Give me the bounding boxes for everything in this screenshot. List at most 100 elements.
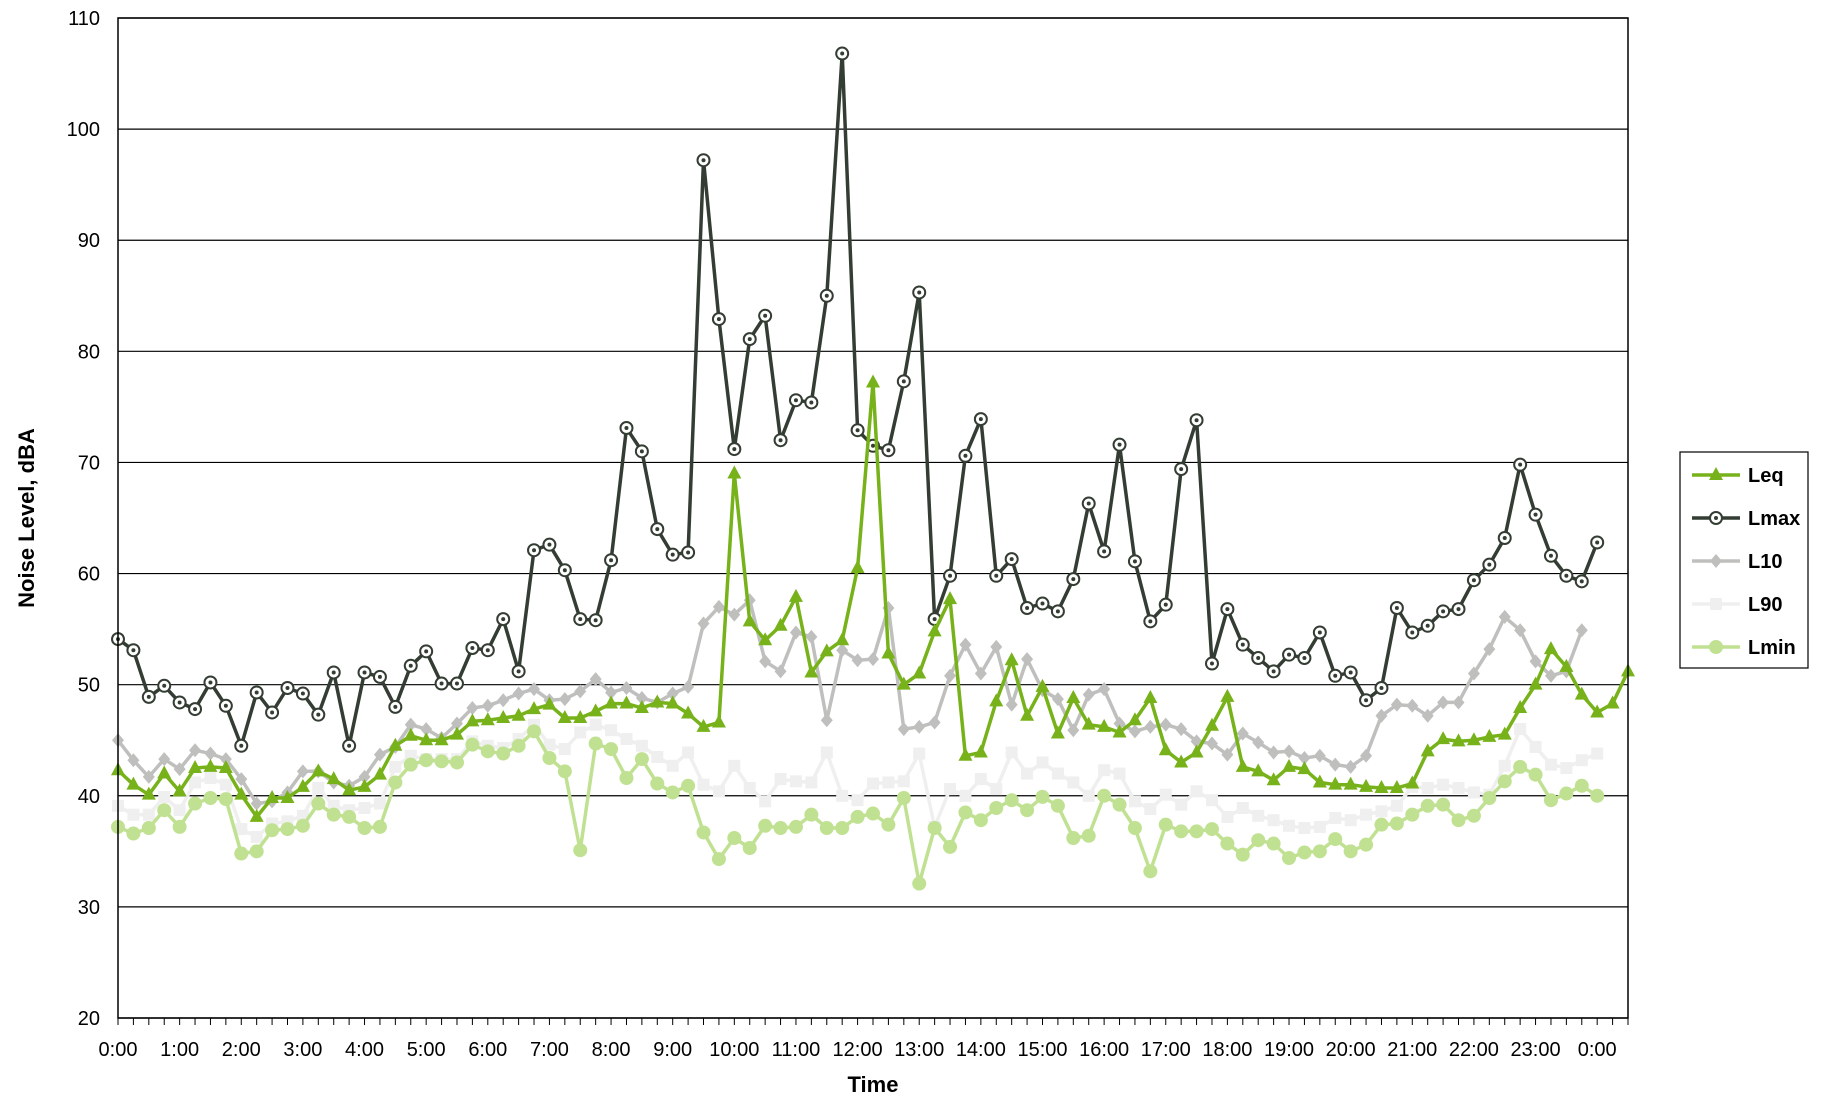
data-point-leq — [449, 726, 464, 740]
data-point-lmin — [1436, 797, 1451, 812]
data-point-l10 — [928, 715, 941, 730]
data-point-leq — [326, 771, 341, 785]
data-point-l90 — [1021, 767, 1034, 780]
data-point-leq — [496, 710, 511, 723]
data-point-lmin — [650, 776, 665, 791]
data-point-center — [532, 548, 537, 553]
data-point-l10 — [974, 666, 987, 681]
data-point-l90 — [1175, 798, 1188, 811]
legend-label: L90 — [1748, 594, 1782, 616]
data-point-lmin — [927, 821, 942, 835]
data-point-center — [362, 670, 367, 675]
data-point-leq — [1235, 758, 1250, 772]
data-point-leq — [1097, 718, 1112, 732]
data-point-l10 — [851, 653, 864, 668]
data-point-lmin — [958, 805, 973, 820]
data-point-center — [1009, 557, 1014, 562]
data-point-l10 — [420, 722, 433, 737]
data-point-l90 — [682, 746, 695, 759]
x-tick-label: 16:00 — [1079, 1039, 1129, 1061]
data-point-l10 — [219, 752, 232, 767]
data-point-leq — [1466, 732, 1481, 746]
data-point-leq — [172, 783, 187, 797]
data-point-l10 — [944, 668, 957, 683]
data-point-l10 — [959, 637, 972, 652]
data-point-center — [655, 527, 660, 532]
data-point-l10 — [404, 717, 417, 732]
data-point-center — [393, 704, 398, 709]
data-point-l90 — [944, 783, 957, 796]
data-point-leq — [1528, 676, 1543, 690]
data-point-lmin — [850, 809, 865, 824]
legend-item-lmax: Lmax — [1692, 508, 1800, 530]
data-point-l10 — [204, 746, 217, 761]
data-point-l10 — [466, 701, 479, 715]
data-point-l90 — [1437, 778, 1450, 791]
data-point-l90 — [1298, 822, 1311, 834]
data-point-l90 — [1514, 723, 1527, 736]
data-point-l90 — [373, 797, 386, 810]
data-point-leq — [727, 465, 742, 479]
data-point-l90 — [1283, 819, 1296, 832]
data-point-center — [300, 691, 305, 696]
data-point-center — [1564, 573, 1569, 578]
data-point-lmin — [1112, 797, 1127, 812]
data-point-leq — [1251, 763, 1266, 777]
data-point-leq — [742, 613, 757, 627]
data-point-lmin — [1513, 759, 1528, 774]
data-point-center — [994, 573, 999, 578]
data-point-lmin — [881, 817, 896, 832]
data-point-lmin — [1158, 817, 1173, 832]
data-point-leq — [804, 664, 819, 678]
data-point-leq — [141, 786, 156, 800]
data-point-leq — [1143, 690, 1158, 703]
data-point-center — [1595, 540, 1600, 545]
data-point-l90 — [250, 830, 263, 843]
x-tick-label: 7:00 — [530, 1039, 569, 1061]
data-point-l90 — [959, 789, 972, 802]
data-point-lmin — [1559, 786, 1574, 801]
x-tick-label: 19:00 — [1264, 1039, 1314, 1061]
legend: Leq Lmax L10 L90 Lmin — [1679, 451, 1809, 669]
data-point-lmin — [1050, 798, 1065, 813]
x-tick-label: 0:00 — [99, 1039, 138, 1061]
data-point-leq — [1220, 688, 1235, 702]
data-point-l90 — [836, 789, 849, 802]
data-point-leq — [342, 782, 357, 796]
data-point-l10 — [1113, 716, 1126, 731]
data-point-center — [239, 743, 244, 748]
data-point-lmin — [1143, 864, 1158, 879]
data-point-center — [1287, 652, 1292, 657]
data-point-leq — [758, 632, 773, 646]
y-tick-label: 100 — [67, 119, 100, 141]
data-point-l10 — [774, 664, 787, 679]
data-point-l10 — [1175, 722, 1188, 737]
data-point-leq — [773, 617, 788, 631]
data-point-lmin — [172, 819, 187, 834]
data-point-l10 — [574, 684, 587, 699]
data-point-lmin — [1466, 808, 1481, 823]
data-point-lmin — [835, 821, 850, 835]
data-point-l10 — [127, 753, 140, 768]
data-point-center — [1317, 630, 1322, 635]
data-point-center — [1441, 609, 1446, 614]
data-point-leq — [1050, 725, 1065, 739]
data-point-leq — [881, 645, 896, 659]
data-point-lmin — [126, 826, 141, 841]
data-point-center — [609, 558, 614, 563]
data-point-lmin — [1081, 828, 1096, 843]
data-point-l10 — [1221, 747, 1234, 762]
y-tick-label: 70 — [78, 452, 100, 474]
data-point-l90 — [774, 773, 787, 786]
data-point-leq — [1605, 695, 1620, 709]
data-point-l10 — [1375, 708, 1388, 723]
data-point-center — [578, 617, 583, 622]
data-point-l10 — [235, 772, 248, 787]
data-point-center — [1379, 686, 1384, 690]
data-point-leq — [866, 374, 880, 388]
data-point-l10 — [620, 681, 633, 695]
data-point-leq — [896, 676, 911, 690]
data-point-l90 — [1267, 814, 1280, 827]
data-point-lmin — [1497, 774, 1512, 789]
data-point-l10 — [1514, 623, 1527, 638]
